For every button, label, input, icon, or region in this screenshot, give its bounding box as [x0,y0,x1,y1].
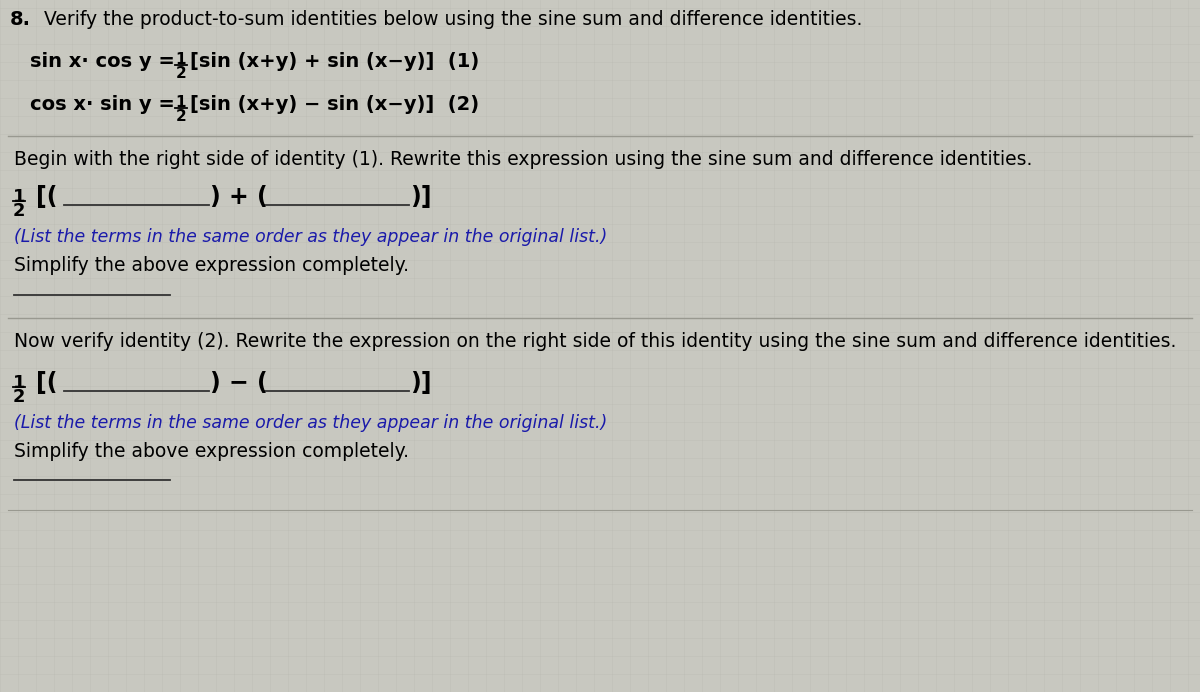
Text: ) − (: ) − ( [210,371,268,395]
Text: [(: [( [36,185,58,209]
Text: Begin with the right side of identity (1). Rewrite this expression using the sin: Begin with the right side of identity (1… [14,150,1032,169]
Text: ) + (: ) + ( [210,185,268,209]
Text: [sin (x+y) + sin (x−y)]  (1): [sin (x+y) + sin (x−y)] (1) [190,52,479,71]
Text: 2: 2 [13,202,25,220]
Text: (List the terms in the same order as they appear in the original list.): (List the terms in the same order as the… [14,414,607,432]
Text: )]: )] [410,185,432,209]
Text: Simplify the above expression completely.: Simplify the above expression completely… [14,442,409,461]
Text: )]: )] [410,371,432,395]
Text: 1: 1 [175,52,186,67]
Text: [(: [( [36,371,58,395]
Text: 2: 2 [175,66,186,81]
Text: Now verify identity (2). Rewrite the expression on the right side of this identi: Now verify identity (2). Rewrite the exp… [14,332,1176,351]
Text: Simplify the above expression completely.: Simplify the above expression completely… [14,256,409,275]
Text: Verify the product-to-sum identities below using the sine sum and difference ide: Verify the product-to-sum identities bel… [32,10,863,29]
Text: 8.: 8. [10,10,31,29]
Text: 1: 1 [175,95,186,110]
Text: 2: 2 [13,388,25,406]
Text: sin x· cos y =: sin x· cos y = [30,52,175,71]
Text: cos x· sin y =: cos x· sin y = [30,95,175,114]
Text: (List the terms in the same order as they appear in the original list.): (List the terms in the same order as the… [14,228,607,246]
Text: 2: 2 [175,109,186,124]
Text: [sin (x+y) − sin (x−y)]  (2): [sin (x+y) − sin (x−y)] (2) [190,95,479,114]
Text: 1: 1 [13,188,25,206]
Text: 1: 1 [13,374,25,392]
